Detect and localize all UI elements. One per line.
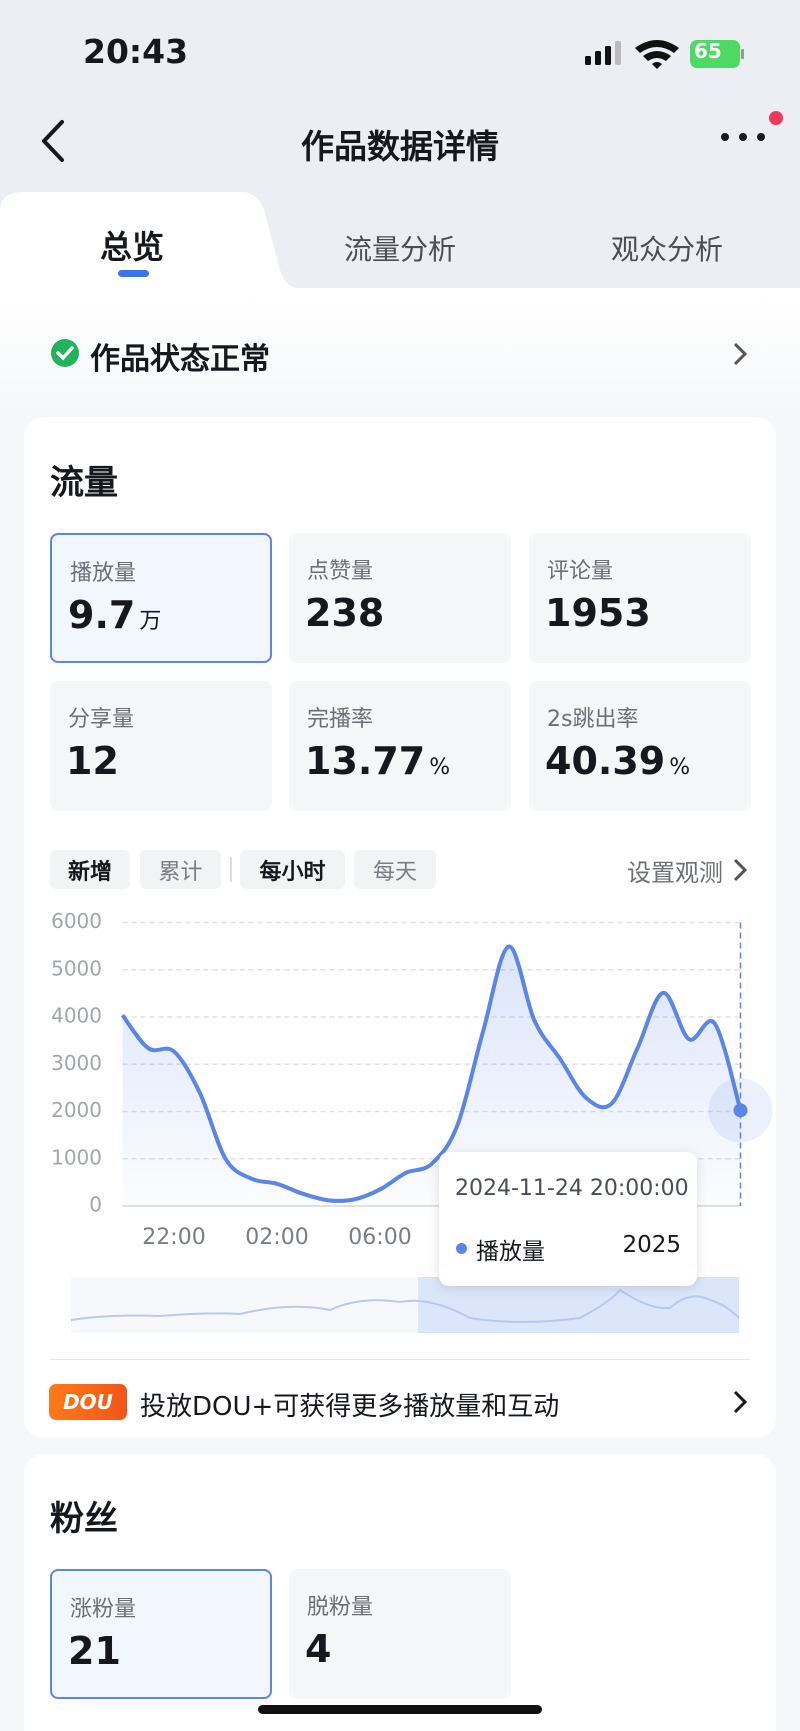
- y-tick-label: 1000: [51, 1145, 102, 1169]
- metric-value: 238: [305, 591, 384, 635]
- y-tick-label: 2000: [51, 1098, 102, 1122]
- y-tick-label: 4000: [51, 1004, 102, 1028]
- hover-point: [733, 1103, 748, 1118]
- status-text: 作品状态正常: [90, 342, 270, 377]
- metric-card[interactable]: 脱粉量 4: [289, 1569, 511, 1699]
- more-button[interactable]: [718, 105, 798, 149]
- metric-value: 9.7 万: [68, 593, 161, 637]
- promo-chevron[interactable]: [730, 1388, 750, 1416]
- metric-number: 4: [305, 1627, 332, 1671]
- tooltip: 2024-11-24 20:00:00 播放量 2025: [439, 1152, 697, 1286]
- minimap-line: [70, 1288, 740, 1323]
- tab[interactable]: 流量分析: [343, 233, 456, 266]
- y-tick-label: 0: [89, 1193, 102, 1217]
- filter-separator: [230, 857, 232, 882]
- filter-button[interactable]: 每小时: [240, 850, 345, 889]
- metric-label: 点赞量: [307, 559, 374, 584]
- metric-value: 4: [305, 1627, 331, 1671]
- metric-value: 13.77%: [305, 739, 450, 783]
- tooltip-dot: [456, 1243, 467, 1254]
- metric-value: 12: [66, 739, 119, 783]
- metric-value: 40.39%: [545, 739, 690, 783]
- filter-button[interactable]: 新增: [50, 850, 130, 889]
- tab[interactable]: 总览: [99, 228, 164, 266]
- status-band: [0, 296, 800, 416]
- metric-number: 13.77: [305, 739, 426, 783]
- y-tick-label: 6000: [51, 909, 102, 933]
- divider: [50, 1359, 750, 1360]
- metric-number: 21: [68, 1629, 121, 1673]
- promo-badge: DOU: [49, 1384, 127, 1420]
- minimap-window[interactable]: [418, 1277, 739, 1333]
- settings-link[interactable]: 设置观测: [627, 859, 723, 887]
- status-icon: [51, 339, 79, 367]
- metric-value: 1953: [545, 591, 651, 635]
- y-tick-label: 5000: [51, 956, 102, 980]
- metric-card[interactable]: 评论量 1953: [529, 533, 751, 663]
- tooltip-date: 2024-11-24 20:00:00: [455, 1176, 689, 1201]
- metric-card[interactable]: 点赞量 238: [289, 533, 511, 663]
- metric-unit: 万: [139, 609, 162, 634]
- status-icons: [585, 40, 744, 69]
- section-title: 流量: [50, 463, 118, 503]
- promo-text[interactable]: 投放DOU+可获得更多播放量和互动: [140, 1392, 560, 1422]
- metric-unit: %: [429, 755, 451, 780]
- metric-value: 21: [68, 1629, 121, 1673]
- series-area: [122, 946, 741, 1206]
- metric-label: 分享量: [68, 707, 135, 732]
- metric-card[interactable]: 涨粉量 21: [50, 1569, 272, 1699]
- section-title: 粉丝: [50, 1499, 118, 1539]
- tab[interactable]: 观众分析: [610, 233, 723, 266]
- page-title: 作品数据详情: [301, 127, 499, 166]
- metric-number: 9.7: [68, 593, 136, 637]
- metric-label: 2s跳出率: [547, 707, 639, 732]
- metric-number: 1953: [545, 591, 651, 635]
- battery-level: 65: [694, 39, 722, 63]
- x-tick-label: 06:00: [348, 1225, 411, 1250]
- metric-label: 播放量: [70, 561, 137, 586]
- x-tick-label: 02:00: [245, 1225, 308, 1250]
- metric-unit: %: [669, 755, 691, 780]
- metric-card[interactable]: 完播率 13.77%: [289, 681, 511, 811]
- tooltip-series: 播放量: [476, 1239, 545, 1265]
- metric-card[interactable]: 播放量 9.7 万: [50, 533, 272, 663]
- metric-label: 完播率: [307, 707, 374, 732]
- status-chevron[interactable]: [730, 340, 750, 368]
- metric-card[interactable]: 分享量 12: [50, 681, 272, 811]
- metric-number: 12: [66, 739, 119, 783]
- metric-card[interactable]: 2s跳出率 40.39%: [529, 681, 751, 811]
- back-button[interactable]: [36, 118, 76, 164]
- metric-label: 评论量: [547, 559, 614, 584]
- metric-label: 涨粉量: [70, 1597, 137, 1622]
- y-tick-label: 3000: [51, 1051, 102, 1075]
- filter-button[interactable]: 每天: [354, 850, 436, 889]
- home-indicator: [258, 1705, 542, 1714]
- tab-indicator: [118, 270, 149, 277]
- filter-button[interactable]: 累计: [140, 850, 221, 889]
- x-tick-label: 22:00: [142, 1225, 205, 1250]
- settings-chevron[interactable]: [730, 856, 750, 884]
- metric-number: 40.39: [545, 739, 666, 783]
- tooltip-value: 2025: [622, 1232, 681, 1258]
- metric-label: 脱粉量: [307, 1595, 374, 1620]
- metric-number: 238: [305, 591, 385, 635]
- status-time: 20:43: [83, 32, 189, 71]
